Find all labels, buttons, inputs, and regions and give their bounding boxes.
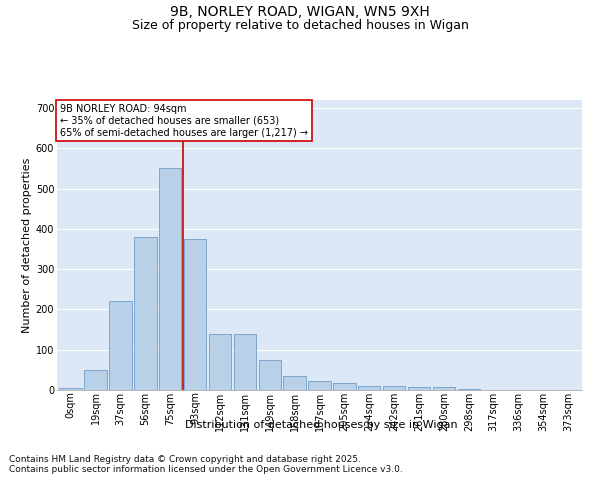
Text: Size of property relative to detached houses in Wigan: Size of property relative to detached ho… — [131, 19, 469, 32]
Bar — [134, 237, 157, 390]
Bar — [283, 376, 306, 390]
Bar — [109, 302, 131, 390]
Bar — [308, 381, 331, 390]
Bar — [85, 370, 107, 390]
Bar — [383, 386, 406, 390]
Bar — [159, 168, 181, 390]
Bar — [358, 386, 380, 390]
Text: Distribution of detached houses by size in Wigan: Distribution of detached houses by size … — [185, 420, 457, 430]
Bar — [59, 388, 82, 390]
Bar — [184, 239, 206, 390]
Text: Contains HM Land Registry data © Crown copyright and database right 2025.
Contai: Contains HM Land Registry data © Crown c… — [9, 455, 403, 474]
Bar — [458, 389, 480, 390]
Bar — [408, 387, 430, 390]
Y-axis label: Number of detached properties: Number of detached properties — [22, 158, 32, 332]
Bar — [233, 334, 256, 390]
Bar — [433, 387, 455, 390]
Bar — [209, 334, 231, 390]
Text: 9B NORLEY ROAD: 94sqm
← 35% of detached houses are smaller (653)
65% of semi-det: 9B NORLEY ROAD: 94sqm ← 35% of detached … — [59, 104, 308, 138]
Bar — [333, 383, 356, 390]
Bar — [259, 360, 281, 390]
Text: 9B, NORLEY ROAD, WIGAN, WN5 9XH: 9B, NORLEY ROAD, WIGAN, WN5 9XH — [170, 5, 430, 19]
